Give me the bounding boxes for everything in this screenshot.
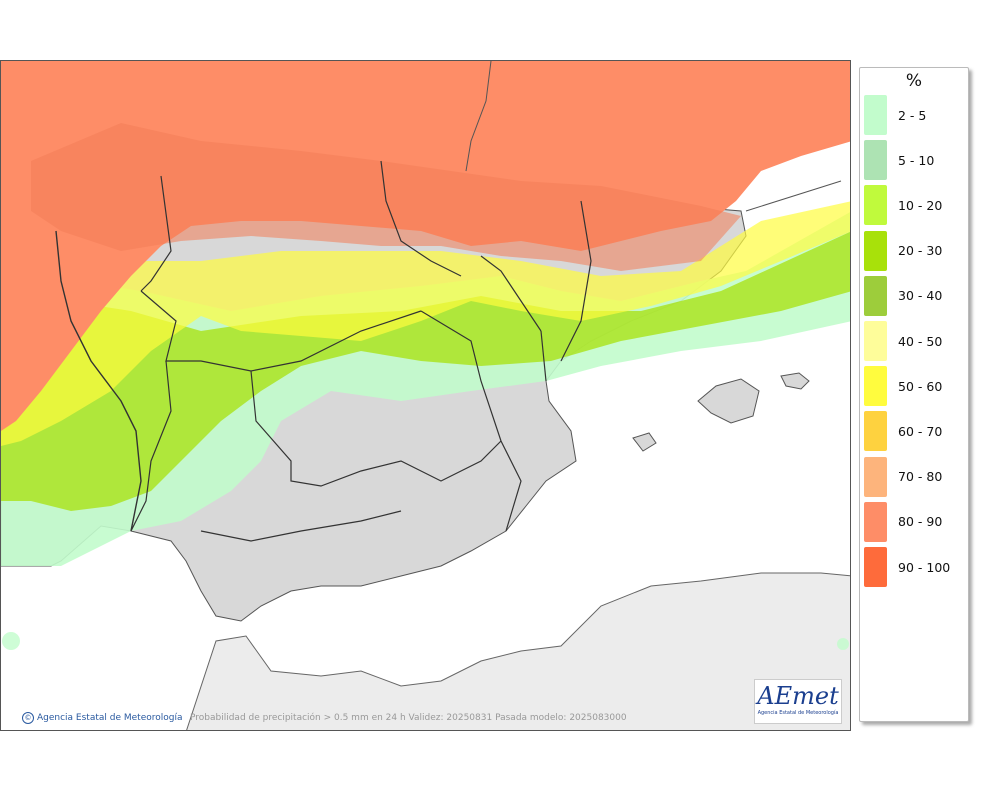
region-borders (130, 160, 592, 542)
legend-label: 10 - 20 (898, 197, 943, 213)
credit-text: Agencia Estatal de Meteorología (37, 713, 183, 723)
legend-item: 80 - 90 (864, 501, 943, 542)
legend-item: 50 - 60 (864, 366, 943, 407)
legend-label: 50 - 60 (898, 378, 943, 394)
map-caption: Probabilidad de precipitación > 0.5 mm e… (190, 713, 627, 723)
legend-label: 30 - 40 (898, 288, 943, 304)
legend-label: 60 - 70 (898, 423, 943, 439)
zone-40-60 (1, 201, 850, 446)
copyright-icon: © (22, 712, 34, 724)
legend-label: 70 - 80 (898, 469, 943, 485)
france-border (465, 61, 842, 212)
legend-swatch (864, 456, 887, 497)
legend-label: 2 - 5 (898, 107, 927, 123)
legend-swatch (864, 230, 887, 271)
zone-10-40 (1, 231, 850, 511)
legend-item: 30 - 40 (864, 275, 943, 316)
legend-label: 5 - 10 (898, 152, 935, 168)
aemet-logo: AEmet Agencia Estatal de Meteorología (754, 679, 842, 724)
legend-item: 20 - 30 (864, 230, 943, 271)
logo-word: AEmet (757, 682, 839, 710)
legend-item: 70 - 80 (864, 456, 943, 497)
legend-title: % (905, 71, 923, 91)
north-africa-land (186, 572, 850, 730)
legend-swatch (864, 140, 887, 181)
menorca-island (780, 372, 810, 390)
legend-item: 60 - 70 (864, 411, 943, 452)
legend-swatch (864, 321, 887, 361)
legend-swatch (864, 95, 887, 135)
map-canvas (1, 61, 850, 730)
legend-label: 20 - 30 (898, 243, 943, 259)
legend-item: 5 - 10 (864, 140, 935, 181)
legend-item: 40 - 50 (864, 321, 942, 361)
legend-label: 40 - 50 (898, 333, 943, 349)
legend-label: 90 - 100 (898, 559, 951, 575)
legend-item: 2 - 5 (864, 95, 926, 135)
legend-swatch (864, 185, 887, 226)
legend-item: 90 - 100 (864, 547, 950, 587)
portugal-border (55, 230, 142, 532)
legend-panel: % 2 - 5 5 - 10 10 - 20 20 - 30 30 - 40 40 - 5… (859, 67, 969, 722)
west-spot (2, 632, 20, 650)
legend-label: 80 - 90 (898, 514, 943, 530)
legend-swatch (864, 411, 887, 452)
legend-swatch (864, 547, 887, 587)
legend-swatch (864, 366, 887, 407)
agency-credit: © Agencia Estatal de Meteorología (22, 712, 183, 724)
coastal-spot (837, 638, 849, 650)
legend-swatch (864, 275, 887, 316)
legend-swatch (864, 501, 887, 542)
ibiza-island (632, 432, 657, 452)
probability-map (0, 60, 851, 731)
legend-item: 10 - 20 (864, 185, 943, 226)
mallorca-island (697, 378, 760, 424)
logo-subtitle: Agencia Estatal de Meteorología (757, 710, 839, 716)
